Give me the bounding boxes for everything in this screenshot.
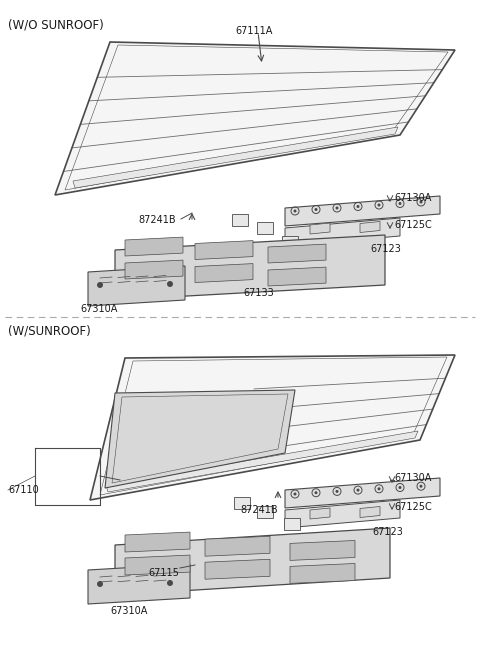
Circle shape [420,485,422,487]
Polygon shape [115,528,390,595]
Text: 67110: 67110 [8,485,39,495]
Circle shape [293,493,297,495]
Text: 67125C: 67125C [394,220,432,230]
Polygon shape [285,218,400,246]
Polygon shape [55,42,455,195]
Polygon shape [88,564,190,604]
Circle shape [377,203,381,207]
Circle shape [420,201,422,203]
Polygon shape [125,237,183,256]
Text: 67310A: 67310A [80,304,118,314]
Polygon shape [290,541,355,560]
Polygon shape [268,244,326,263]
Polygon shape [73,127,398,188]
Polygon shape [195,264,253,283]
Text: 67115: 67115 [148,568,179,578]
Circle shape [398,202,401,205]
Text: 67123: 67123 [370,244,401,254]
Circle shape [357,205,360,208]
Text: (W/SUNROOF): (W/SUNROOF) [8,325,91,338]
Text: 67130A: 67130A [394,473,432,483]
Polygon shape [290,564,355,583]
Polygon shape [310,223,330,234]
Polygon shape [205,536,270,556]
Polygon shape [360,506,380,518]
Text: 67130A: 67130A [394,193,432,203]
Circle shape [97,282,103,288]
Polygon shape [88,266,185,306]
Bar [234,497,250,509]
Polygon shape [115,235,385,300]
Text: 87241B: 87241B [240,505,277,515]
Bar [232,214,248,226]
Bar [284,518,300,530]
Text: 67125C: 67125C [394,502,432,512]
Polygon shape [285,500,400,528]
Circle shape [314,491,317,494]
Circle shape [357,489,360,491]
Polygon shape [195,241,253,260]
Circle shape [336,207,338,209]
Circle shape [314,208,317,211]
Circle shape [167,281,173,287]
Bar [257,222,273,234]
Polygon shape [205,560,270,579]
Circle shape [167,580,173,586]
Circle shape [336,490,338,493]
Polygon shape [105,390,295,488]
Circle shape [293,209,297,213]
Bar [282,236,298,248]
Text: 67310A: 67310A [110,606,147,616]
Polygon shape [125,555,190,575]
Polygon shape [90,355,455,500]
Polygon shape [268,267,326,286]
Polygon shape [106,431,418,492]
Polygon shape [125,260,183,279]
Text: 87241B: 87241B [138,215,176,225]
Text: 67111A: 67111A [235,26,272,36]
Polygon shape [125,532,190,552]
Text: 67123: 67123 [372,527,403,537]
Polygon shape [285,478,440,508]
Circle shape [398,486,401,489]
Polygon shape [310,508,330,519]
Text: (W/O SUNROOF): (W/O SUNROOF) [8,18,104,31]
Polygon shape [360,222,380,232]
Bar [257,506,273,518]
Text: 67133: 67133 [243,288,274,298]
Circle shape [377,487,381,490]
Circle shape [97,581,103,587]
Polygon shape [285,196,440,226]
